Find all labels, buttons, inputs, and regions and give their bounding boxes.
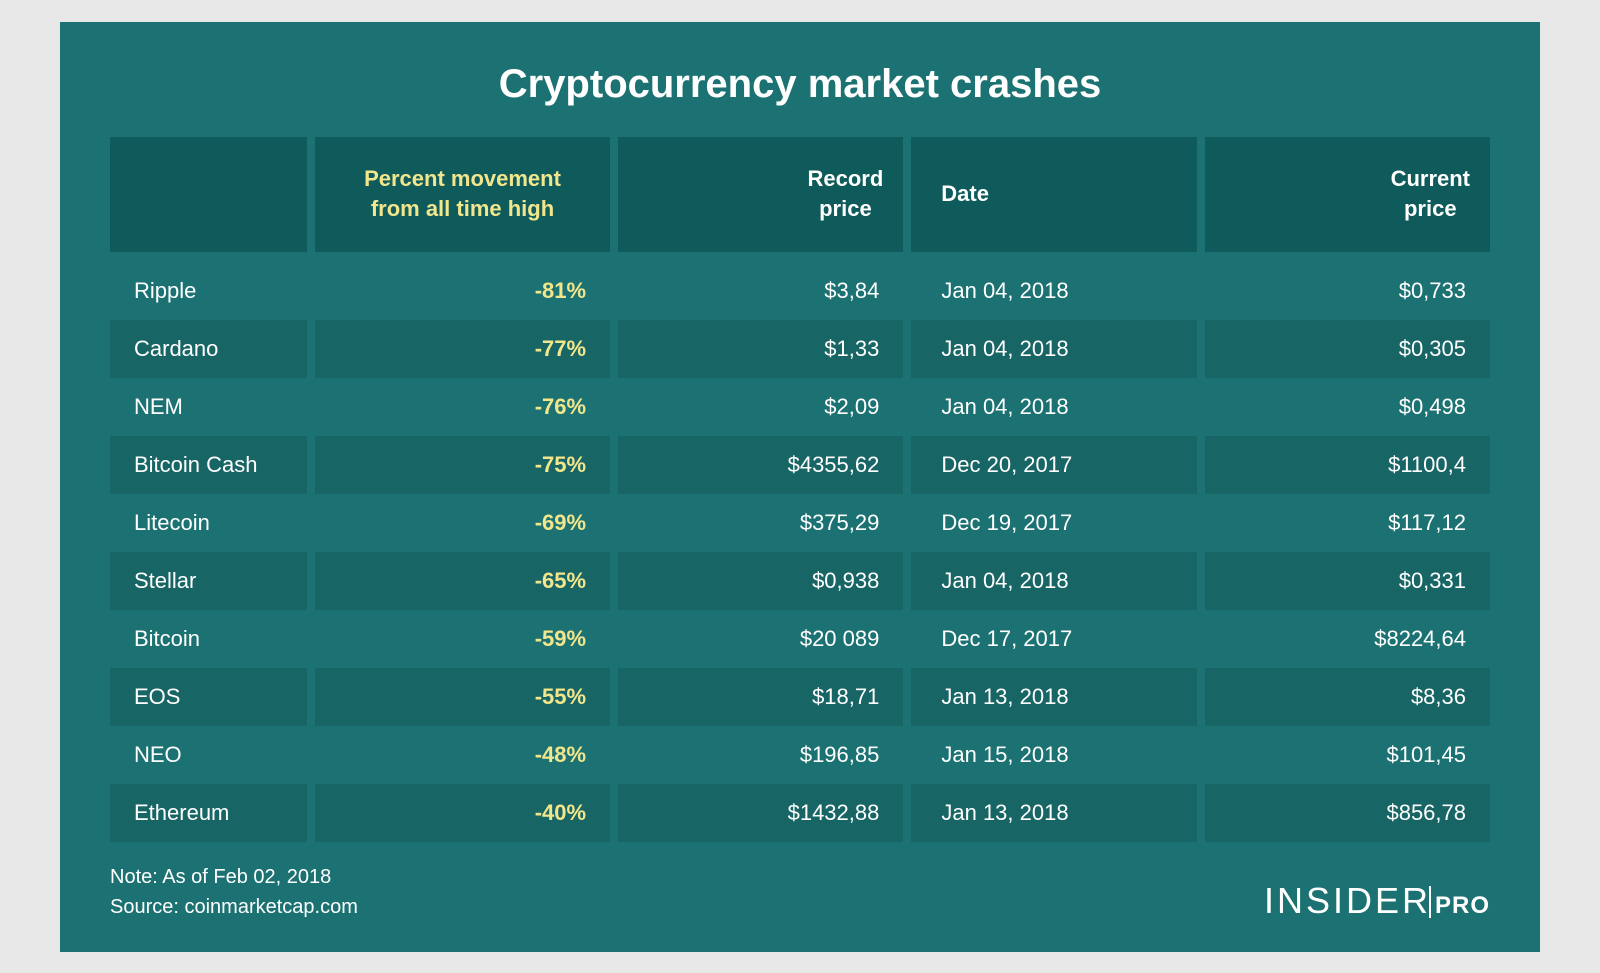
cell-name: NEO — [110, 726, 307, 784]
cell-date: Jan 15, 2018 — [911, 726, 1196, 784]
cell-percent: -75% — [315, 436, 610, 494]
table-row: EOS-55%$18,71Jan 13, 2018$8,36 — [110, 668, 1490, 726]
table-row: Ripple-81%$3,84Jan 04, 2018$0,733 — [110, 262, 1490, 320]
cell-current: $0,733 — [1205, 262, 1490, 320]
brand-main: INSIDER — [1264, 880, 1431, 922]
cell-date: Dec 20, 2017 — [911, 436, 1196, 494]
cell-current: $8224,64 — [1205, 610, 1490, 668]
col-header-record: Record price — [618, 137, 903, 252]
cell-record: $1432,88 — [618, 784, 903, 842]
table-row: Bitcoin-59%$20 089Dec 17, 2017$8224,64 — [110, 610, 1490, 668]
cell-percent: -81% — [315, 262, 610, 320]
cell-record: $1,33 — [618, 320, 903, 378]
cell-name: Ethereum — [110, 784, 307, 842]
cell-name: Stellar — [110, 552, 307, 610]
cell-date: Jan 13, 2018 — [911, 668, 1196, 726]
cell-name: Cardano — [110, 320, 307, 378]
cell-record: $375,29 — [618, 494, 903, 552]
cell-percent: -48% — [315, 726, 610, 784]
cell-percent: -77% — [315, 320, 610, 378]
cell-date: Jan 04, 2018 — [911, 552, 1196, 610]
footer: Note: As of Feb 02, 2018 Source: coinmar… — [110, 862, 1490, 922]
cell-percent: -65% — [315, 552, 610, 610]
cell-percent: -40% — [315, 784, 610, 842]
col-header-date: Date — [911, 137, 1196, 252]
brand-logo: INSIDER PRO — [1264, 880, 1490, 922]
crypto-table: Percent movement from all time high Reco… — [110, 137, 1490, 842]
cell-current: $0,331 — [1205, 552, 1490, 610]
cell-name: Litecoin — [110, 494, 307, 552]
table-row: Stellar-65%$0,938Jan 04, 2018$0,331 — [110, 552, 1490, 610]
col-header-name — [110, 137, 307, 252]
table-row: NEM-76%$2,09Jan 04, 2018$0,498 — [110, 378, 1490, 436]
cell-date: Dec 17, 2017 — [911, 610, 1196, 668]
table-row: Bitcoin Cash-75%$4355,62Dec 20, 2017$110… — [110, 436, 1490, 494]
table-row: Litecoin-69%$375,29Dec 19, 2017$117,12 — [110, 494, 1490, 552]
cell-date: Jan 13, 2018 — [911, 784, 1196, 842]
cell-date: Dec 19, 2017 — [911, 494, 1196, 552]
cell-current: $1100,4 — [1205, 436, 1490, 494]
footer-note: Note: As of Feb 02, 2018 — [110, 862, 358, 892]
cell-current: $0,305 — [1205, 320, 1490, 378]
cell-record: $20 089 — [618, 610, 903, 668]
cell-current: $0,498 — [1205, 378, 1490, 436]
cell-current: $117,12 — [1205, 494, 1490, 552]
cell-current: $856,78 — [1205, 784, 1490, 842]
cell-percent: -76% — [315, 378, 610, 436]
page-title: Cryptocurrency market crashes — [110, 62, 1490, 107]
table-header-row: Percent movement from all time high Reco… — [110, 137, 1490, 252]
cell-percent: -69% — [315, 494, 610, 552]
cell-percent: -59% — [315, 610, 610, 668]
brand-sub: PRO — [1431, 892, 1490, 920]
cell-record: $196,85 — [618, 726, 903, 784]
col-header-current: Current price — [1205, 137, 1490, 252]
cell-record: $18,71 — [618, 668, 903, 726]
infographic-card: Cryptocurrency market crashes Percent mo… — [60, 22, 1540, 952]
table-row: Cardano-77%$1,33Jan 04, 2018$0,305 — [110, 320, 1490, 378]
cell-date: Jan 04, 2018 — [911, 320, 1196, 378]
cell-name: Bitcoin — [110, 610, 307, 668]
table-body: Ripple-81%$3,84Jan 04, 2018$0,733Cardano… — [110, 262, 1490, 842]
cell-current: $8,36 — [1205, 668, 1490, 726]
cell-record: $3,84 — [618, 262, 903, 320]
cell-current: $101,45 — [1205, 726, 1490, 784]
footer-notes: Note: As of Feb 02, 2018 Source: coinmar… — [110, 862, 358, 922]
col-header-percent: Percent movement from all time high — [315, 137, 610, 252]
cell-name: Ripple — [110, 262, 307, 320]
cell-percent: -55% — [315, 668, 610, 726]
cell-date: Jan 04, 2018 — [911, 262, 1196, 320]
cell-record: $2,09 — [618, 378, 903, 436]
table-row: Ethereum-40%$1432,88Jan 13, 2018$856,78 — [110, 784, 1490, 842]
cell-record: $4355,62 — [618, 436, 903, 494]
cell-name: Bitcoin Cash — [110, 436, 307, 494]
cell-record: $0,938 — [618, 552, 903, 610]
footer-source: Source: coinmarketcap.com — [110, 892, 358, 922]
table-row: NEO-48%$196,85Jan 15, 2018$101,45 — [110, 726, 1490, 784]
cell-name: EOS — [110, 668, 307, 726]
cell-name: NEM — [110, 378, 307, 436]
cell-date: Jan 04, 2018 — [911, 378, 1196, 436]
